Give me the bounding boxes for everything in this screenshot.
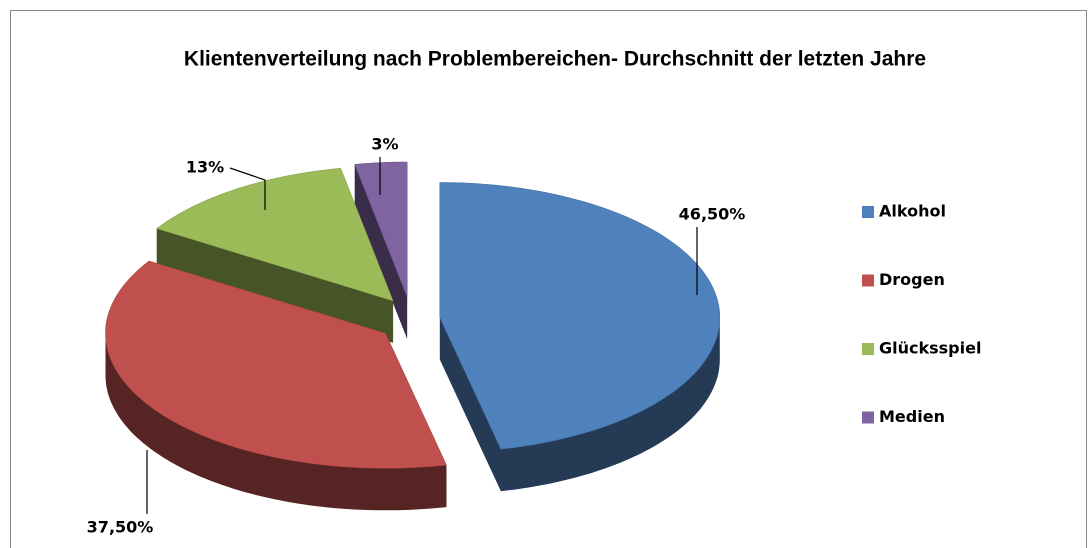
slice-top — [105, 260, 447, 469]
leader-line — [229, 167, 266, 210]
data-label: 46,50% — [679, 205, 746, 224]
pie-slice — [354, 161, 408, 339]
data-label: 3% — [371, 135, 398, 154]
legend-swatch — [862, 206, 874, 218]
chart-title: Klientenverteilung nach Problembereichen… — [184, 48, 926, 71]
pie-slice — [156, 168, 394, 343]
slice-top — [156, 168, 394, 302]
legend-label: Drogen — [879, 270, 945, 289]
pie-slice — [439, 182, 721, 492]
slice-top — [354, 161, 408, 298]
data-label: 37,50% — [87, 518, 154, 537]
data-label: 13% — [186, 158, 224, 177]
legend-label: Alkohol — [879, 202, 946, 221]
legend-swatch — [862, 274, 874, 287]
legend-swatch — [862, 343, 874, 355]
legend-swatch — [862, 411, 874, 424]
legend-label: Medien — [879, 407, 945, 426]
pie-slice — [105, 260, 447, 511]
legend-label: Glücksspiel — [879, 339, 981, 358]
slice-top — [439, 182, 721, 450]
